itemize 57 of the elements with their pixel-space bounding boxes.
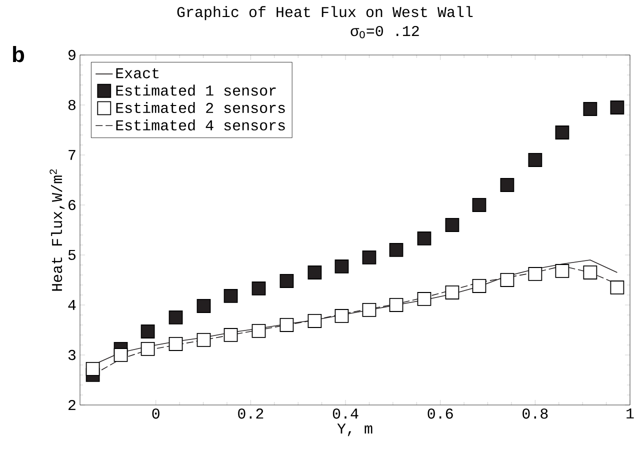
x-tick-label: 0.4	[332, 408, 358, 419]
y-tick-label: 3	[68, 350, 76, 360]
legend-label: Estimated 1 sensor	[116, 84, 276, 96]
point	[610, 100, 624, 114]
legend-label: Exact	[116, 68, 159, 78]
point	[280, 318, 294, 332]
point	[583, 102, 598, 116]
point	[389, 243, 404, 257]
point	[196, 333, 211, 347]
legend-label: Estimated 4 sensors	[116, 119, 285, 130]
point	[500, 273, 514, 287]
point	[168, 337, 183, 351]
point	[417, 232, 432, 246]
y-tick-label: 8	[68, 100, 76, 110]
point	[140, 324, 155, 338]
point	[252, 324, 266, 338]
point	[252, 282, 266, 296]
point	[472, 279, 486, 293]
x-axis-title: Y, m	[337, 424, 372, 436]
chart-title: Graphic of Heat Flux on West Wall	[177, 6, 473, 20]
point	[528, 267, 542, 281]
point	[555, 126, 570, 140]
chart-subtitle: σ$_{O}$=0 .12	[350, 26, 419, 38]
y-tick-label: 9	[68, 50, 76, 60]
point	[362, 250, 376, 264]
x-tick-label: 0	[152, 408, 160, 419]
point	[224, 289, 238, 303]
text: b	[12, 46, 24, 62]
point	[445, 218, 460, 232]
point	[472, 198, 486, 212]
y-tick-label: 4	[68, 300, 76, 310]
point	[168, 310, 183, 324]
point	[280, 274, 294, 288]
x-tick-label: 0.8	[522, 408, 548, 419]
point	[500, 178, 514, 192]
legend-label: Estimated 2 sensors	[116, 102, 285, 114]
y-tick-label: 2	[68, 400, 76, 410]
point	[308, 266, 322, 280]
point	[140, 342, 155, 356]
point	[224, 328, 238, 342]
point	[334, 260, 349, 274]
point	[528, 153, 542, 167]
y-tick-label: 6	[68, 200, 76, 210]
point	[362, 303, 376, 317]
point	[417, 292, 432, 306]
point	[334, 309, 349, 323]
y-tick-label: 5	[68, 250, 76, 260]
x-tick-label: 1	[626, 408, 634, 418]
point	[86, 362, 100, 376]
point	[389, 298, 404, 312]
point	[114, 348, 128, 362]
y-axis-title: Heat Flux,W/m$^{2}$	[50, 169, 65, 291]
x-tick-label: 0.6	[428, 408, 453, 419]
x-tick-label: 0.2	[238, 408, 264, 419]
point	[445, 286, 460, 300]
y-tick-label: 7	[68, 150, 76, 160]
point	[196, 299, 211, 313]
